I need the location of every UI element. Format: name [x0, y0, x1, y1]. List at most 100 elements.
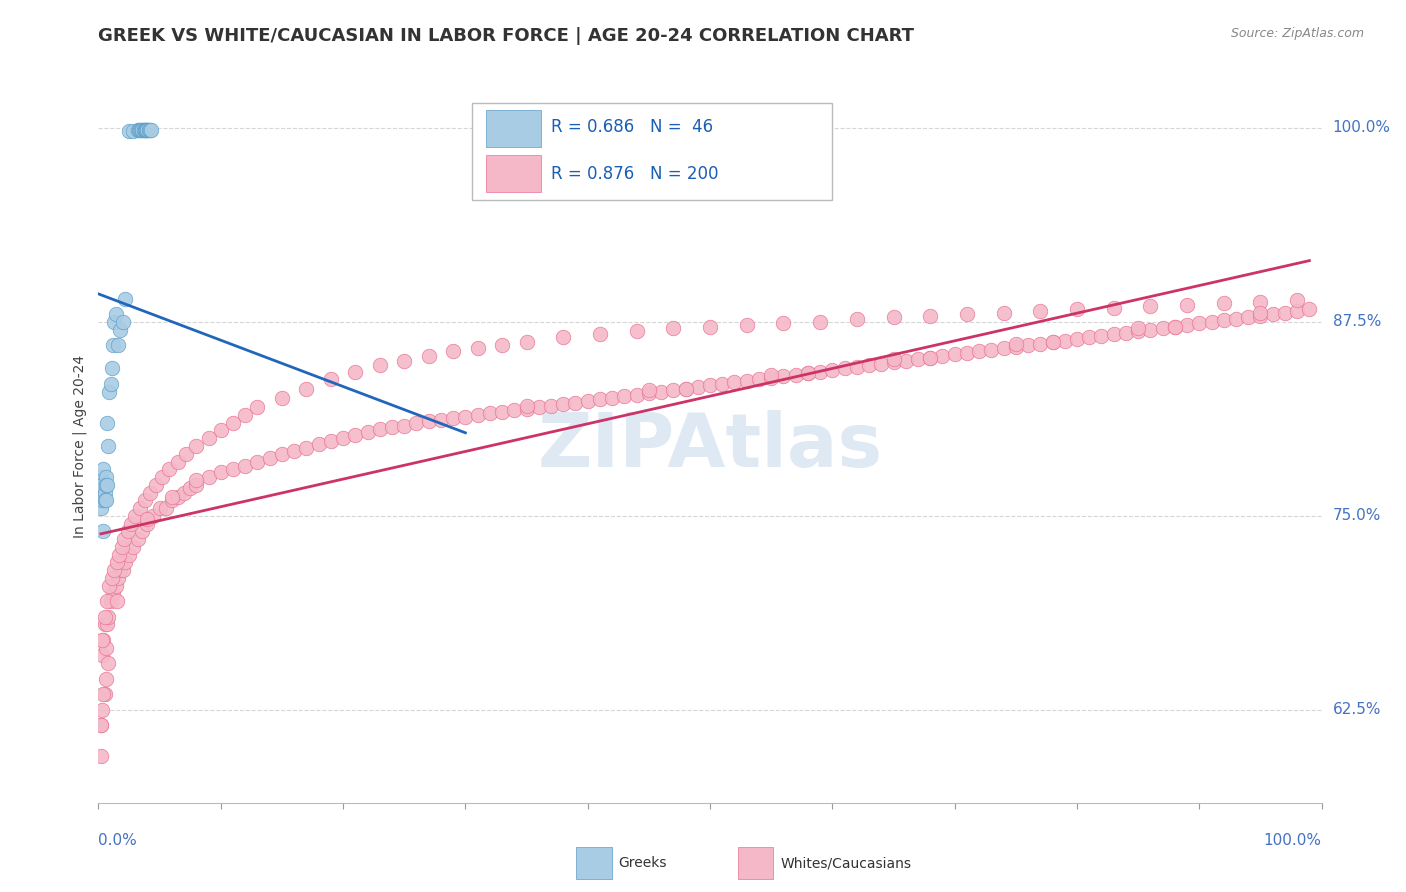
Point [1249, 294, 1271, 309]
Point [136, 512, 159, 526]
Point [139, 122, 162, 136]
Point [491, 405, 513, 419]
Point [1004, 336, 1026, 351]
Point [97, 439, 120, 453]
Point [527, 401, 550, 415]
Point [920, 351, 942, 365]
Point [711, 376, 734, 391]
Point [91, 703, 114, 717]
Point [295, 441, 318, 455]
Point [883, 310, 905, 325]
Point [858, 359, 880, 373]
Point [1175, 298, 1198, 312]
Point [368, 422, 391, 436]
Point [134, 122, 156, 136]
Point [97, 609, 120, 624]
Point [980, 343, 1002, 357]
Point [772, 369, 794, 384]
Point [114, 555, 136, 569]
Point [100, 376, 122, 391]
Point [1164, 319, 1187, 334]
Point [139, 122, 162, 136]
Point [1066, 302, 1088, 317]
Point [576, 394, 599, 409]
Point [735, 374, 758, 388]
Point [418, 349, 440, 363]
Point [110, 563, 132, 577]
Text: R = 0.876   N = 200: R = 0.876 N = 200 [551, 165, 718, 183]
Point [129, 501, 152, 516]
Point [91, 632, 114, 647]
Point [1286, 293, 1309, 308]
Text: 100.0%: 100.0% [1264, 833, 1322, 848]
Point [150, 470, 173, 484]
Point [662, 383, 685, 397]
Point [1274, 305, 1296, 319]
Text: GREEK VS WHITE/CAUCASIAN IN LABOR FORCE | AGE 20-24 CORRELATION CHART: GREEK VS WHITE/CAUCASIAN IN LABOR FORCE … [98, 27, 914, 45]
Point [1004, 340, 1026, 354]
Point [808, 315, 831, 329]
Point [1298, 302, 1320, 317]
Point [1053, 334, 1076, 348]
Point [132, 122, 155, 136]
Point [1029, 336, 1052, 351]
Text: ZIPAtlas: ZIPAtlas [537, 409, 883, 483]
Point [138, 122, 160, 136]
Point [1261, 307, 1284, 321]
Point [118, 124, 141, 138]
Point [142, 508, 165, 523]
Point [136, 122, 159, 136]
Point [90, 470, 112, 484]
Point [503, 403, 526, 417]
Point [111, 540, 134, 554]
Text: Greeks: Greeks [619, 856, 666, 871]
Point [129, 122, 152, 136]
Point [699, 319, 721, 334]
Point [108, 548, 131, 562]
Point [600, 391, 623, 405]
Point [101, 571, 124, 585]
Point [107, 571, 129, 585]
Point [91, 648, 114, 663]
Point [105, 555, 128, 569]
Point [467, 341, 489, 355]
Point [112, 532, 135, 546]
Point [107, 338, 129, 352]
Point [270, 391, 294, 405]
Point [157, 462, 180, 476]
Point [233, 459, 256, 474]
Point [100, 594, 122, 608]
Point [94, 672, 117, 686]
Point [381, 420, 404, 434]
Point [124, 508, 146, 523]
Text: 100.0%: 100.0% [1333, 120, 1391, 136]
Point [883, 355, 905, 369]
Point [295, 382, 318, 396]
Point [467, 408, 489, 422]
Point [540, 399, 562, 413]
Point [270, 447, 294, 461]
Text: 75.0%: 75.0% [1333, 508, 1381, 524]
Point [405, 416, 427, 430]
Point [515, 399, 537, 413]
Point [93, 493, 115, 508]
Point [454, 409, 477, 424]
Point [943, 347, 966, 361]
Point [870, 357, 893, 371]
Point [139, 485, 162, 500]
Point [134, 493, 156, 508]
Point [675, 382, 697, 396]
Point [91, 632, 114, 647]
Point [1128, 324, 1150, 338]
Point [91, 687, 114, 701]
Point [1066, 332, 1088, 346]
Point [1164, 319, 1187, 334]
Point [332, 431, 354, 445]
Point [111, 563, 134, 577]
Point [127, 532, 149, 546]
Point [993, 305, 1015, 319]
Point [613, 389, 636, 403]
Point [105, 594, 128, 608]
Point [931, 349, 953, 363]
Point [90, 749, 112, 764]
